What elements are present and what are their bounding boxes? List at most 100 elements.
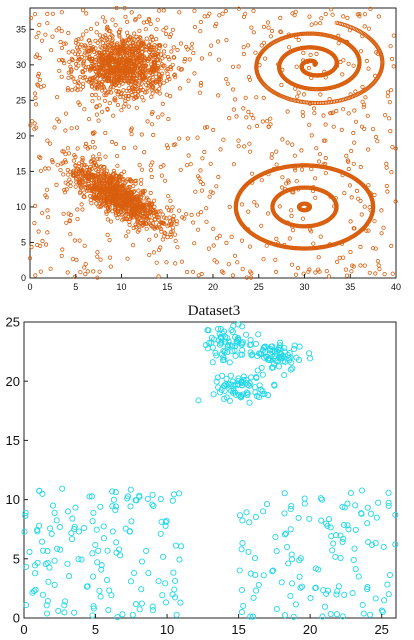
top-data-point: [82, 173, 87, 179]
top-data-point: [153, 54, 158, 59]
top-data-point: [69, 88, 75, 93]
bottom-data-point: [238, 609, 245, 616]
top-data-point: [233, 97, 238, 102]
top-data-point: [199, 210, 204, 215]
bottom-data-point: [366, 611, 374, 618]
top-data-point: [72, 153, 77, 158]
top-data-point: [82, 45, 87, 51]
top-data-point: [104, 211, 109, 216]
top-data-point: [126, 96, 131, 102]
top-data-point: [337, 255, 342, 260]
top-data-point: [131, 243, 136, 248]
top-data-point: [200, 156, 205, 161]
top-data-point: [318, 21, 323, 26]
bottom-data-point: [113, 549, 120, 556]
top-data-point: [107, 100, 112, 106]
top-data-point: [74, 125, 80, 130]
bottom-data-point: [71, 609, 78, 616]
top-data-point: [76, 55, 81, 60]
top-data-point: [76, 181, 82, 186]
top-data-point: [307, 224, 312, 229]
top-data-point: [129, 179, 134, 184]
top-data-point: [140, 188, 145, 193]
top-data-point: [68, 180, 73, 185]
top-data-point: [196, 227, 201, 232]
top-data-point: [384, 183, 389, 189]
top-data-point: [36, 83, 41, 88]
top-data-point: [254, 95, 259, 100]
top-data-point: [384, 165, 389, 170]
top-data-point: [116, 209, 121, 214]
bottom-data-point: [384, 581, 391, 588]
bottom-data-point: [114, 614, 121, 621]
top-data-point: [366, 228, 371, 233]
top-data-point: [94, 163, 99, 168]
bottom-data-point: [53, 517, 60, 524]
top-data-point: [127, 222, 132, 227]
top-data-point: [103, 190, 108, 195]
bottom-data-point: [104, 547, 111, 554]
bottom-data-point: [246, 382, 253, 389]
top-data-point: [145, 85, 150, 91]
top-data-point: [128, 201, 134, 206]
top-data-point: [105, 106, 110, 111]
bottom-data-point: [90, 573, 97, 580]
top-data-point: [127, 73, 132, 78]
bottom-data-point: [352, 526, 359, 533]
bottom-data-point: [290, 345, 298, 353]
top-data-point: [152, 213, 157, 218]
bottom-data-point: [117, 552, 124, 559]
bottom-data-point: [97, 503, 104, 510]
bottom-data-point: [262, 343, 269, 350]
top-data-point: [191, 50, 196, 56]
top-data-point: [343, 267, 348, 272]
top-data-point: [165, 235, 170, 240]
top-data-point: [192, 71, 197, 76]
top-data-point: [43, 242, 49, 247]
top-data-point: [73, 184, 78, 189]
top-data-point: [107, 255, 113, 260]
bottom-data-point: [264, 392, 272, 399]
top-data-point: [114, 80, 120, 85]
top-data-point: [121, 104, 126, 109]
top-data-point: [173, 142, 178, 147]
top-data-point: [91, 63, 97, 68]
top-data-point: [149, 94, 154, 99]
top-data-point: [252, 200, 257, 205]
top-data-point: [143, 75, 148, 80]
bottom-data-point: [301, 495, 308, 502]
top-x-tick-label: 0: [27, 282, 32, 292]
bottom-data-point: [246, 399, 253, 406]
bottom-data-point: [296, 573, 303, 580]
bottom-data-point: [209, 359, 216, 366]
top-data-point: [333, 196, 338, 201]
bottom-data-point: [227, 372, 234, 379]
bottom-data-point: [39, 490, 46, 497]
top-data-point: [61, 41, 66, 46]
top-data-point: [119, 197, 124, 203]
top-data-point: [368, 191, 373, 196]
top-data-point: [113, 212, 118, 217]
bottom-x-tick-label: 20: [303, 622, 317, 637]
top-data-point: [322, 161, 328, 167]
top-data-point: [150, 72, 155, 77]
top-data-point: [90, 99, 95, 104]
top-data-point: [241, 14, 247, 19]
top-data-point: [76, 47, 81, 52]
top-data-point: [132, 83, 137, 89]
top-data-point: [44, 187, 50, 192]
top-data-point: [35, 73, 41, 79]
bottom-data-point: [238, 586, 245, 594]
top-data-point: [46, 166, 51, 171]
top-data-point: [125, 196, 131, 201]
bottom-data-point: [364, 586, 371, 593]
top-data-point: [128, 35, 133, 40]
top-data-point: [246, 43, 251, 48]
top-y-tick-label: 25: [16, 96, 26, 106]
top-data-point: [224, 240, 229, 245]
top-data-point: [266, 25, 271, 30]
top-data-point: [74, 38, 79, 43]
bottom-data-point: [159, 592, 166, 599]
top-data-point: [244, 275, 249, 280]
top-data-point: [68, 212, 73, 218]
